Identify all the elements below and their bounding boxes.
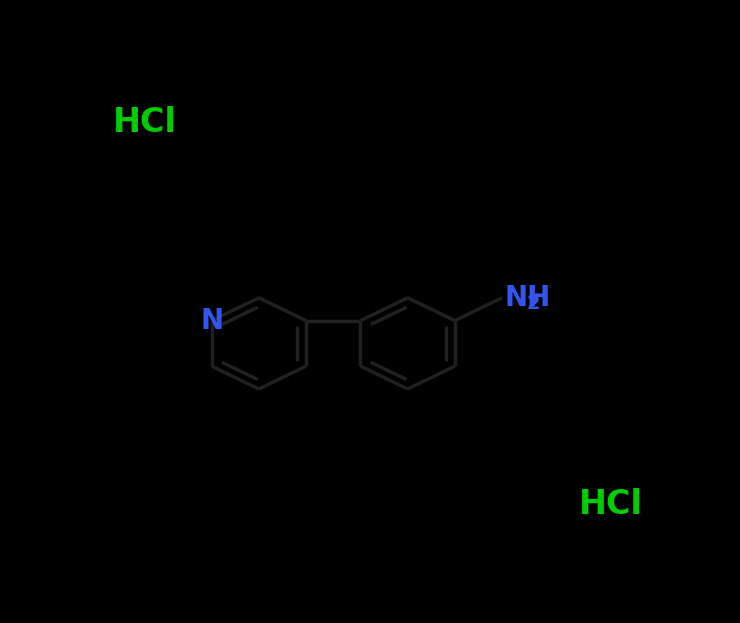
- Text: 2: 2: [527, 294, 540, 313]
- Text: N: N: [200, 307, 223, 335]
- Text: HCl: HCl: [579, 488, 643, 521]
- Text: HCl: HCl: [112, 106, 176, 139]
- Text: NH: NH: [505, 284, 551, 312]
